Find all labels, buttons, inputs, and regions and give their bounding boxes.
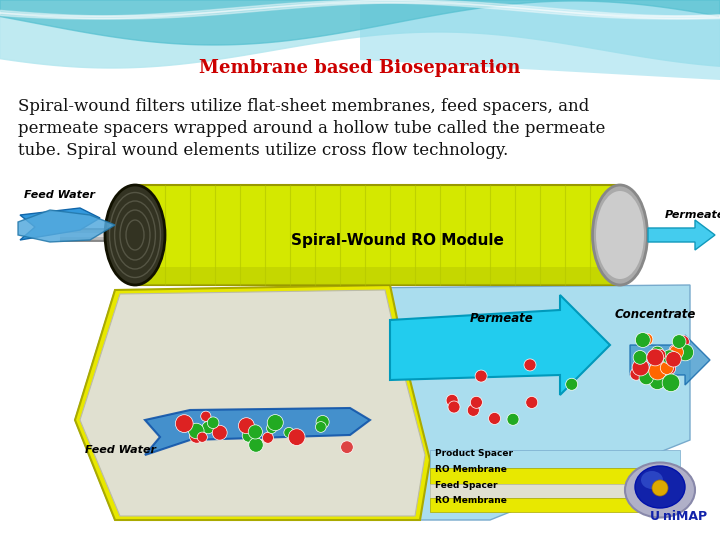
Ellipse shape xyxy=(596,191,644,279)
Circle shape xyxy=(316,415,329,429)
Polygon shape xyxy=(80,290,425,516)
Circle shape xyxy=(212,426,228,440)
Text: niMAP: niMAP xyxy=(663,510,707,523)
Circle shape xyxy=(672,335,686,348)
Polygon shape xyxy=(630,335,710,385)
Circle shape xyxy=(635,333,650,347)
Circle shape xyxy=(284,428,294,437)
Bar xyxy=(430,450,680,468)
Polygon shape xyxy=(390,295,610,395)
Text: Product Spacer: Product Spacer xyxy=(435,449,513,458)
Circle shape xyxy=(341,441,354,454)
Bar xyxy=(430,484,680,498)
Circle shape xyxy=(262,433,274,443)
Polygon shape xyxy=(18,210,115,242)
Circle shape xyxy=(677,344,693,361)
Circle shape xyxy=(654,362,667,375)
Circle shape xyxy=(660,361,673,374)
Circle shape xyxy=(632,359,649,376)
Text: Feed Water: Feed Water xyxy=(24,190,96,200)
Circle shape xyxy=(507,413,519,426)
Circle shape xyxy=(489,413,500,424)
Circle shape xyxy=(662,350,677,364)
Circle shape xyxy=(266,423,277,434)
Circle shape xyxy=(670,345,683,359)
Circle shape xyxy=(248,425,262,439)
Ellipse shape xyxy=(593,185,647,285)
Circle shape xyxy=(197,432,207,442)
Circle shape xyxy=(189,429,204,443)
Circle shape xyxy=(664,363,675,374)
Circle shape xyxy=(288,429,305,446)
Circle shape xyxy=(470,396,482,408)
Circle shape xyxy=(652,480,668,496)
Bar xyxy=(430,498,680,512)
Text: Membrane based Bioseparation: Membrane based Bioseparation xyxy=(199,59,521,77)
Circle shape xyxy=(566,379,577,390)
Circle shape xyxy=(651,346,664,359)
Text: Spiral-Wound RO Module: Spiral-Wound RO Module xyxy=(291,233,504,247)
Circle shape xyxy=(524,359,536,371)
Text: tube. Spiral wound elements utilize cross flow technology.: tube. Spiral wound elements utilize cros… xyxy=(18,142,508,159)
Circle shape xyxy=(641,333,653,346)
Circle shape xyxy=(267,415,283,431)
Circle shape xyxy=(238,418,254,434)
Bar xyxy=(135,267,620,285)
Text: RO Membrane: RO Membrane xyxy=(435,465,507,474)
Bar xyxy=(135,185,620,285)
Circle shape xyxy=(242,429,255,442)
Circle shape xyxy=(315,422,326,433)
Circle shape xyxy=(248,438,264,452)
Ellipse shape xyxy=(105,185,165,285)
Text: Feed Water: Feed Water xyxy=(85,445,156,455)
Text: U: U xyxy=(650,510,660,523)
Polygon shape xyxy=(75,285,690,520)
Circle shape xyxy=(649,374,665,389)
Circle shape xyxy=(666,352,681,367)
Circle shape xyxy=(176,415,193,433)
Circle shape xyxy=(639,370,654,385)
Ellipse shape xyxy=(625,462,695,517)
Circle shape xyxy=(202,421,215,434)
Circle shape xyxy=(654,349,666,361)
Ellipse shape xyxy=(641,471,663,489)
Circle shape xyxy=(446,394,458,407)
Bar xyxy=(430,468,680,484)
Ellipse shape xyxy=(635,466,685,508)
Circle shape xyxy=(662,374,680,392)
Circle shape xyxy=(467,404,480,416)
Text: Concentrate: Concentrate xyxy=(615,308,696,321)
Circle shape xyxy=(649,362,667,380)
Polygon shape xyxy=(648,220,715,250)
Circle shape xyxy=(677,335,689,348)
Text: permeate spacers wrapped around a hollow tube called the permeate: permeate spacers wrapped around a hollow… xyxy=(18,120,606,137)
Text: RO Membrane: RO Membrane xyxy=(435,496,507,505)
Circle shape xyxy=(647,349,664,366)
Text: Feed Spacer: Feed Spacer xyxy=(435,481,498,489)
Circle shape xyxy=(633,350,647,365)
Text: Spiral-wound filters utilize flat-sheet membranes, feed spacers, and: Spiral-wound filters utilize flat-sheet … xyxy=(18,98,589,115)
Polygon shape xyxy=(145,408,370,455)
Polygon shape xyxy=(75,285,430,520)
Circle shape xyxy=(189,423,204,439)
Circle shape xyxy=(669,345,681,357)
Text: Permeate: Permeate xyxy=(665,210,720,220)
Circle shape xyxy=(526,396,538,408)
Circle shape xyxy=(448,401,460,413)
Circle shape xyxy=(201,411,211,421)
Circle shape xyxy=(207,417,219,429)
Circle shape xyxy=(630,368,642,380)
Text: Permeate: Permeate xyxy=(470,312,534,325)
Circle shape xyxy=(475,370,487,382)
Polygon shape xyxy=(360,0,720,80)
Polygon shape xyxy=(20,208,100,240)
